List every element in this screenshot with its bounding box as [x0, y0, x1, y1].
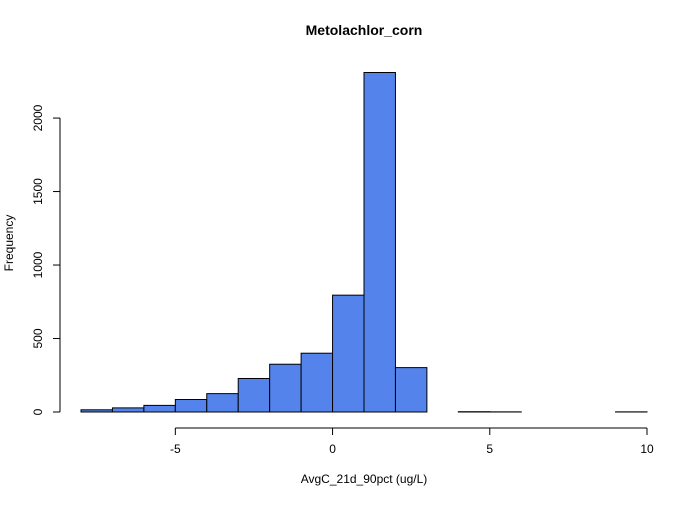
- histogram-bar: [270, 364, 301, 412]
- histogram-bar: [81, 410, 112, 412]
- histogram-bar: [364, 73, 395, 413]
- histogram-bar: [395, 368, 426, 412]
- histogram-bar: [144, 405, 175, 412]
- bars-group: [81, 73, 647, 413]
- x-tick-label: -5: [170, 442, 181, 456]
- y-tick-label: 500: [31, 328, 45, 348]
- histogram-bar: [112, 408, 143, 412]
- x-tick-label: 0: [329, 442, 336, 456]
- histogram-bar: [207, 394, 238, 412]
- x-axis-label: AvgC_21d_90pct (ug/L): [301, 472, 428, 486]
- histogram-bar: [238, 378, 269, 412]
- y-tick-label: 1500: [31, 178, 45, 205]
- x-axis: -5 0 5 10: [170, 428, 654, 456]
- x-tick-label: 10: [640, 442, 654, 456]
- y-tick-label: 0: [31, 408, 45, 415]
- y-tick-label: 2000: [31, 104, 45, 131]
- chart-title: Metolachlor_corn: [306, 22, 423, 38]
- histogram-bar: [301, 353, 332, 412]
- y-axis: 0 500 1000 1500 2000: [31, 104, 60, 415]
- y-tick-label: 1000: [31, 251, 45, 278]
- histogram-bar: [175, 400, 206, 412]
- y-axis-label: Frequency: [2, 215, 16, 272]
- x-tick-label: 5: [486, 442, 493, 456]
- histogram-bar: [333, 295, 364, 412]
